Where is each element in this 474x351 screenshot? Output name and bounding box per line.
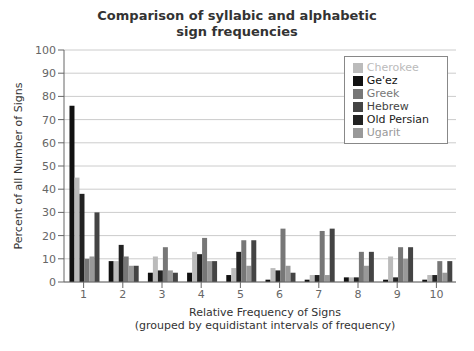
html-text:Greek: Greek (366, 87, 400, 100)
html-text:Comparison of syllabic and alp: Comparison of syllabic and alphabetic si… (97, 8, 377, 39)
svg-text:40: 40 (42, 183, 56, 196)
svg-text:10: 10 (429, 288, 443, 301)
svg-text:10: 10 (42, 253, 56, 266)
html-text:Relative Frequency of Signs (g: Relative Frequency of Signs (grouped by … (134, 306, 396, 332)
svg-text:9: 9 (394, 288, 401, 301)
svg-text:60: 60 (42, 137, 56, 150)
svg-text:90: 90 (42, 67, 56, 80)
svg-text:6: 6 (276, 288, 283, 301)
html-text:Hebrew: Hebrew (366, 100, 409, 113)
html-text:Cherokee: Cherokee (366, 61, 419, 74)
svg-text:1: 1 (80, 288, 87, 301)
svg-text:3: 3 (159, 288, 166, 301)
svg-text:70: 70 (42, 114, 56, 127)
svg-text:80: 80 (42, 90, 56, 103)
svg-text:4: 4 (198, 288, 205, 301)
svg-text:5: 5 (237, 288, 244, 301)
svg-text:50: 50 (42, 160, 56, 173)
svg-text:7: 7 (315, 288, 322, 301)
svg-text:Percent of all Number of Signs: Percent of all Number of Signs (12, 82, 25, 249)
svg-text:30: 30 (42, 206, 56, 219)
svg-text:20: 20 (42, 230, 56, 243)
svg-text:2: 2 (119, 288, 126, 301)
svg-text:8: 8 (355, 288, 362, 301)
html-text:Old Persian: Old Persian (366, 113, 429, 126)
html-text:Ge'ez: Ge'ez (366, 74, 398, 87)
html-text:Ugarit: Ugarit (366, 126, 401, 139)
svg-text:0: 0 (49, 276, 56, 289)
svg-text:100: 100 (35, 44, 56, 57)
